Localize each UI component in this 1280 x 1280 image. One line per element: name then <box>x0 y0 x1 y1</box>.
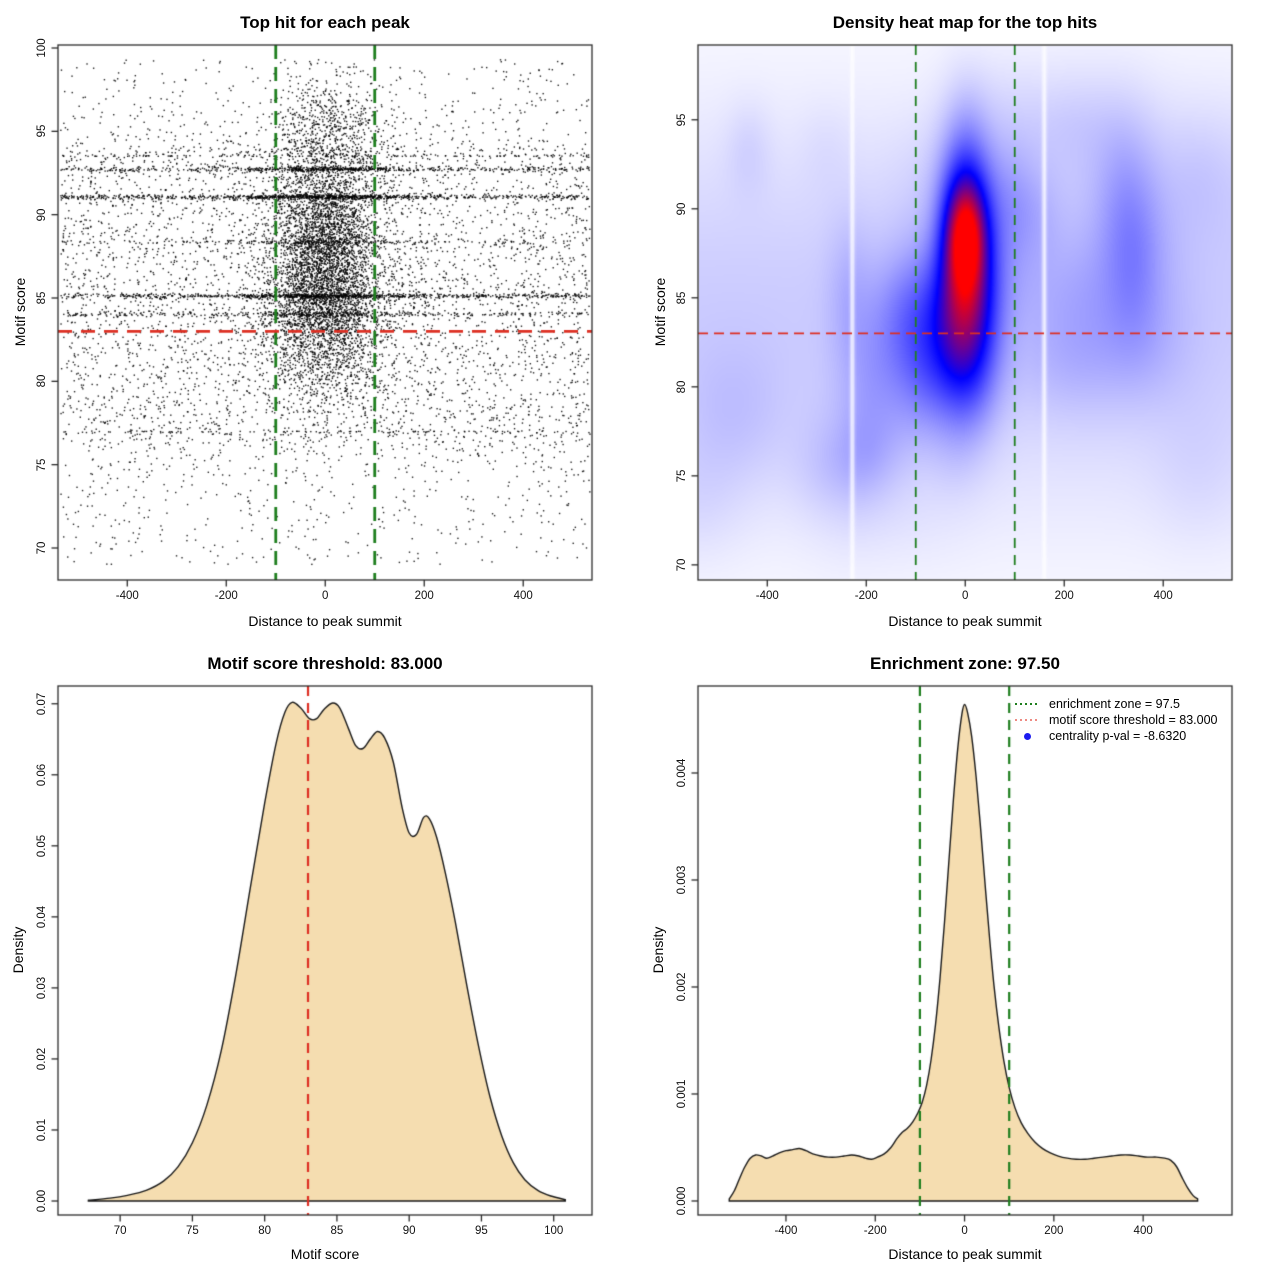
y-tick-label: 80 <box>36 374 48 388</box>
y-tick-label: 0.003 <box>676 865 688 895</box>
y-tick-label: 95 <box>676 113 688 127</box>
x-tick-label: 400 <box>513 590 533 602</box>
x-axis-label-score-density: Motif score <box>290 1246 360 1262</box>
y-tick-label: 0.05 <box>36 834 48 858</box>
y-axis-label-heatmap: Motif score <box>652 277 668 347</box>
enrichment-zone-swatch <box>1014 703 1040 705</box>
x-tick-label: -400 <box>774 1225 798 1237</box>
legend-item-enrichment-zone: enrichment zone = 97.5 <box>1014 696 1218 712</box>
x-tick-label: 200 <box>1054 590 1074 602</box>
y-axis-label-enrichment-zone: Density <box>650 926 666 974</box>
x-tick-label: 70 <box>113 1225 127 1237</box>
y-tick-label: 90 <box>36 208 48 222</box>
red-dotted-line-icon <box>1015 719 1039 721</box>
x-tick-label: -200 <box>854 590 878 602</box>
y-tick-label: 0.002 <box>676 972 688 1002</box>
x-tick-label: -200 <box>863 1225 887 1237</box>
y-tick-label: 0.00 <box>36 1189 48 1213</box>
x-tick-label: 200 <box>1044 1225 1064 1237</box>
y-tick-label: 90 <box>676 202 688 216</box>
legend-item-centrality-pval: centrality p-val = -8.6320 <box>1014 728 1218 744</box>
y-tick-label: 0.000 <box>676 1186 688 1216</box>
y-tick-label: 0.03 <box>36 976 48 1000</box>
legend-label: enrichment zone = 97.5 <box>1049 697 1180 711</box>
legend: enrichment zone = 97.5 motif score thres… <box>1014 696 1218 744</box>
x-tick-label: 0 <box>322 590 329 602</box>
y-tick-label: 0.02 <box>36 1047 48 1071</box>
x-tick-label: -200 <box>214 590 238 602</box>
y-tick-label: 0.06 <box>36 763 48 786</box>
y-tick-label: 0.01 <box>36 1118 48 1142</box>
y-tick-label: 75 <box>36 458 48 472</box>
motif-threshold-swatch <box>1014 719 1040 721</box>
y-tick-label: 0.07 <box>36 692 48 715</box>
y-axis-label-scatter: Motif score <box>12 277 28 347</box>
y-tick-label: 100 <box>36 38 48 58</box>
y-tick-label: 85 <box>676 291 688 305</box>
y-tick-label: 0.001 <box>676 1079 688 1109</box>
panel-title-scatter: Top hit for each peak <box>240 13 410 32</box>
y-tick-label: 85 <box>36 291 48 305</box>
x-tick-label: -400 <box>755 590 779 602</box>
x-tick-label: -400 <box>115 590 139 602</box>
y-axis-label-score-density: Density <box>10 926 26 974</box>
x-axis-label-enrichment-zone: Distance to peak summit <box>888 1246 1042 1262</box>
centrality-pval-swatch <box>1014 732 1040 740</box>
y-tick-label: 95 <box>36 124 48 138</box>
x-tick-label: 90 <box>402 1225 416 1237</box>
x-axis-label-heatmap: Distance to peak summit <box>888 613 1042 629</box>
x-tick-label: 0 <box>962 590 969 602</box>
x-axis-label-scatter: Distance to peak summit <box>248 613 402 629</box>
x-tick-label: 400 <box>1133 1225 1153 1237</box>
x-tick-label: 80 <box>258 1225 272 1237</box>
x-tick-label: 95 <box>475 1225 488 1237</box>
x-tick-label: 85 <box>330 1225 344 1237</box>
legend-item-motif-threshold: motif score threshold = 83.000 <box>1014 712 1218 728</box>
x-tick-label: 400 <box>1153 590 1173 602</box>
panel-title-heatmap: Density heat map for the top hits <box>832 13 1098 32</box>
legend-label: motif score threshold = 83.000 <box>1049 713 1218 727</box>
x-tick-label: 100 <box>544 1225 564 1237</box>
y-tick-label: 0.004 <box>676 758 688 788</box>
x-tick-label: 0 <box>961 1225 968 1237</box>
legend-label: centrality p-val = -8.6320 <box>1049 729 1187 743</box>
panel-title-score-density: Motif score threshold: 83.000 <box>207 654 443 673</box>
y-tick-label: 70 <box>36 541 48 555</box>
y-tick-label: 80 <box>676 380 688 394</box>
panel-title-enrichment-zone: Enrichment zone: 97.50 <box>870 654 1060 673</box>
x-tick-label: 75 <box>185 1225 199 1237</box>
x-tick-label: 200 <box>414 590 434 602</box>
y-tick-label: 75 <box>676 469 688 483</box>
y-tick-label: 70 <box>676 558 688 572</box>
y-tick-label: 0.04 <box>36 905 48 929</box>
blue-dot-icon <box>1023 732 1031 740</box>
green-dotted-line-icon <box>1015 703 1039 705</box>
